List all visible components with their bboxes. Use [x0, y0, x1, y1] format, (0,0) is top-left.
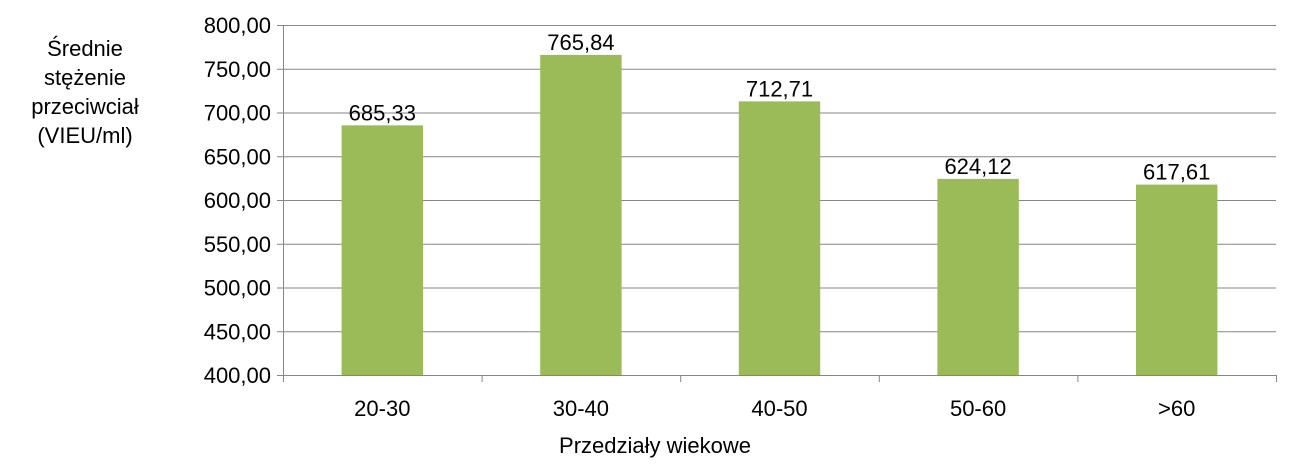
x-tick-label: >60 [1158, 396, 1195, 421]
x-axis-label: Przedziały wiekowe [559, 433, 751, 458]
y-axis-label-line: (VIEU/ml) [37, 123, 133, 148]
bar-value-label: 624,12 [944, 154, 1011, 179]
x-tick-label: 50-60 [950, 396, 1006, 421]
bar [341, 125, 424, 376]
bar [738, 101, 821, 375]
data-labels: 685,33 765,84 712,71 624,12 617,61 [349, 30, 1211, 185]
y-axis-label: Średnie stężenie przeciwciał (VIEU/ml) [0, 34, 170, 150]
x-axis: 20-30 30-40 40-50 50-60 >60 [283, 375, 1277, 421]
bar-value-label: 712,71 [746, 76, 813, 101]
y-tick-label: 800,00 [204, 13, 271, 38]
y-axis-label-line: Średnie [47, 36, 123, 61]
y-tick-label: 750,00 [204, 57, 271, 82]
bars [341, 54, 1218, 376]
y-tick-label: 650,00 [204, 144, 271, 169]
y-axis-label-line: przeciwciał [31, 94, 139, 119]
y-tick-label: 700,00 [204, 101, 271, 126]
y-axis-ticks: 400,00 450,00 500,00 550,00 600,00 650,00 700,… [204, 13, 284, 388]
x-tick-label: 30-40 [553, 396, 609, 421]
y-tick-label: 400,00 [204, 363, 271, 388]
y-axis-label-line: stężenie [44, 65, 126, 90]
y-tick-label: 500,00 [204, 276, 271, 301]
bar-value-label: 765,84 [547, 30, 614, 55]
y-tick-label: 600,00 [204, 188, 271, 213]
bar [937, 178, 1019, 375]
x-tick-label: 20-30 [354, 396, 410, 421]
bar-value-label: 685,33 [349, 100, 416, 125]
y-tick-label: 450,00 [204, 319, 271, 344]
bar-value-label: 617,61 [1143, 160, 1210, 185]
x-tick-label: 40-50 [751, 396, 807, 421]
y-tick-label: 550,00 [204, 232, 271, 257]
bar [1135, 184, 1218, 375]
bar [540, 54, 622, 375]
